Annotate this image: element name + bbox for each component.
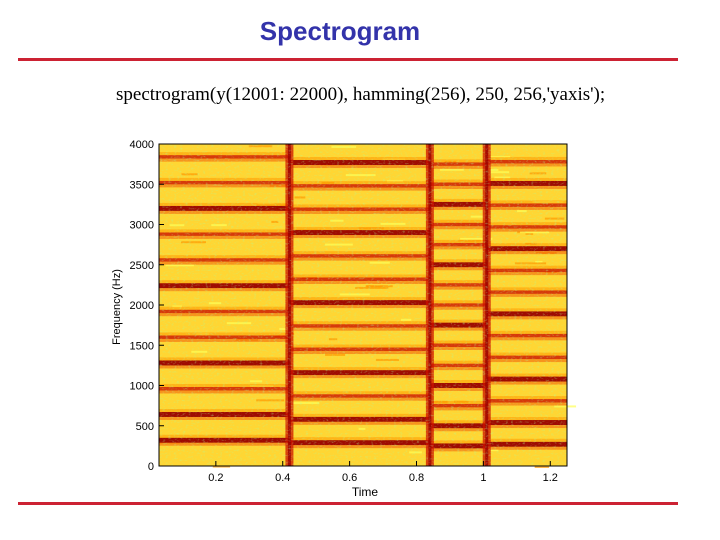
axes: 0 500 1000 1500 2000 2500 3000 3500 4000 0.2 0.4 0.… [111, 139, 568, 499]
y-tick-label: 1000 [130, 381, 154, 393]
x-tick-label: 1.2 [543, 472, 558, 484]
x-axis-label: Time [352, 485, 379, 499]
y-tick-label: 3500 [130, 179, 154, 191]
bottom-divider [18, 502, 678, 505]
plot-area [159, 144, 577, 468]
y-tick-label: 3000 [130, 220, 154, 232]
noise-texture [159, 144, 567, 466]
y-tick-label: 500 [136, 421, 154, 433]
x-tick-label: 0.8 [409, 472, 424, 484]
x-tick-label: 0.4 [275, 472, 290, 484]
matlab-command: spectrogram(y(12001: 22000), hamming(256… [116, 84, 606, 105]
texture-mark [534, 465, 550, 468]
y-tick-label: 4000 [130, 139, 154, 151]
x-tick-label: 0.6 [342, 472, 357, 484]
x-tick-label: 1 [480, 472, 486, 484]
x-tick-label: 0.2 [208, 472, 223, 484]
y-tick-label: 1500 [130, 340, 154, 352]
y-tick-label: 0 [148, 461, 154, 473]
y-tick-label: 2500 [130, 260, 154, 272]
y-axis-label: Frequency (Hz) [111, 269, 123, 345]
top-divider [18, 58, 678, 61]
texture-mark [212, 465, 231, 468]
y-tick-label: 2000 [130, 300, 154, 312]
slide-title: Spectrogram [259, 16, 421, 46]
